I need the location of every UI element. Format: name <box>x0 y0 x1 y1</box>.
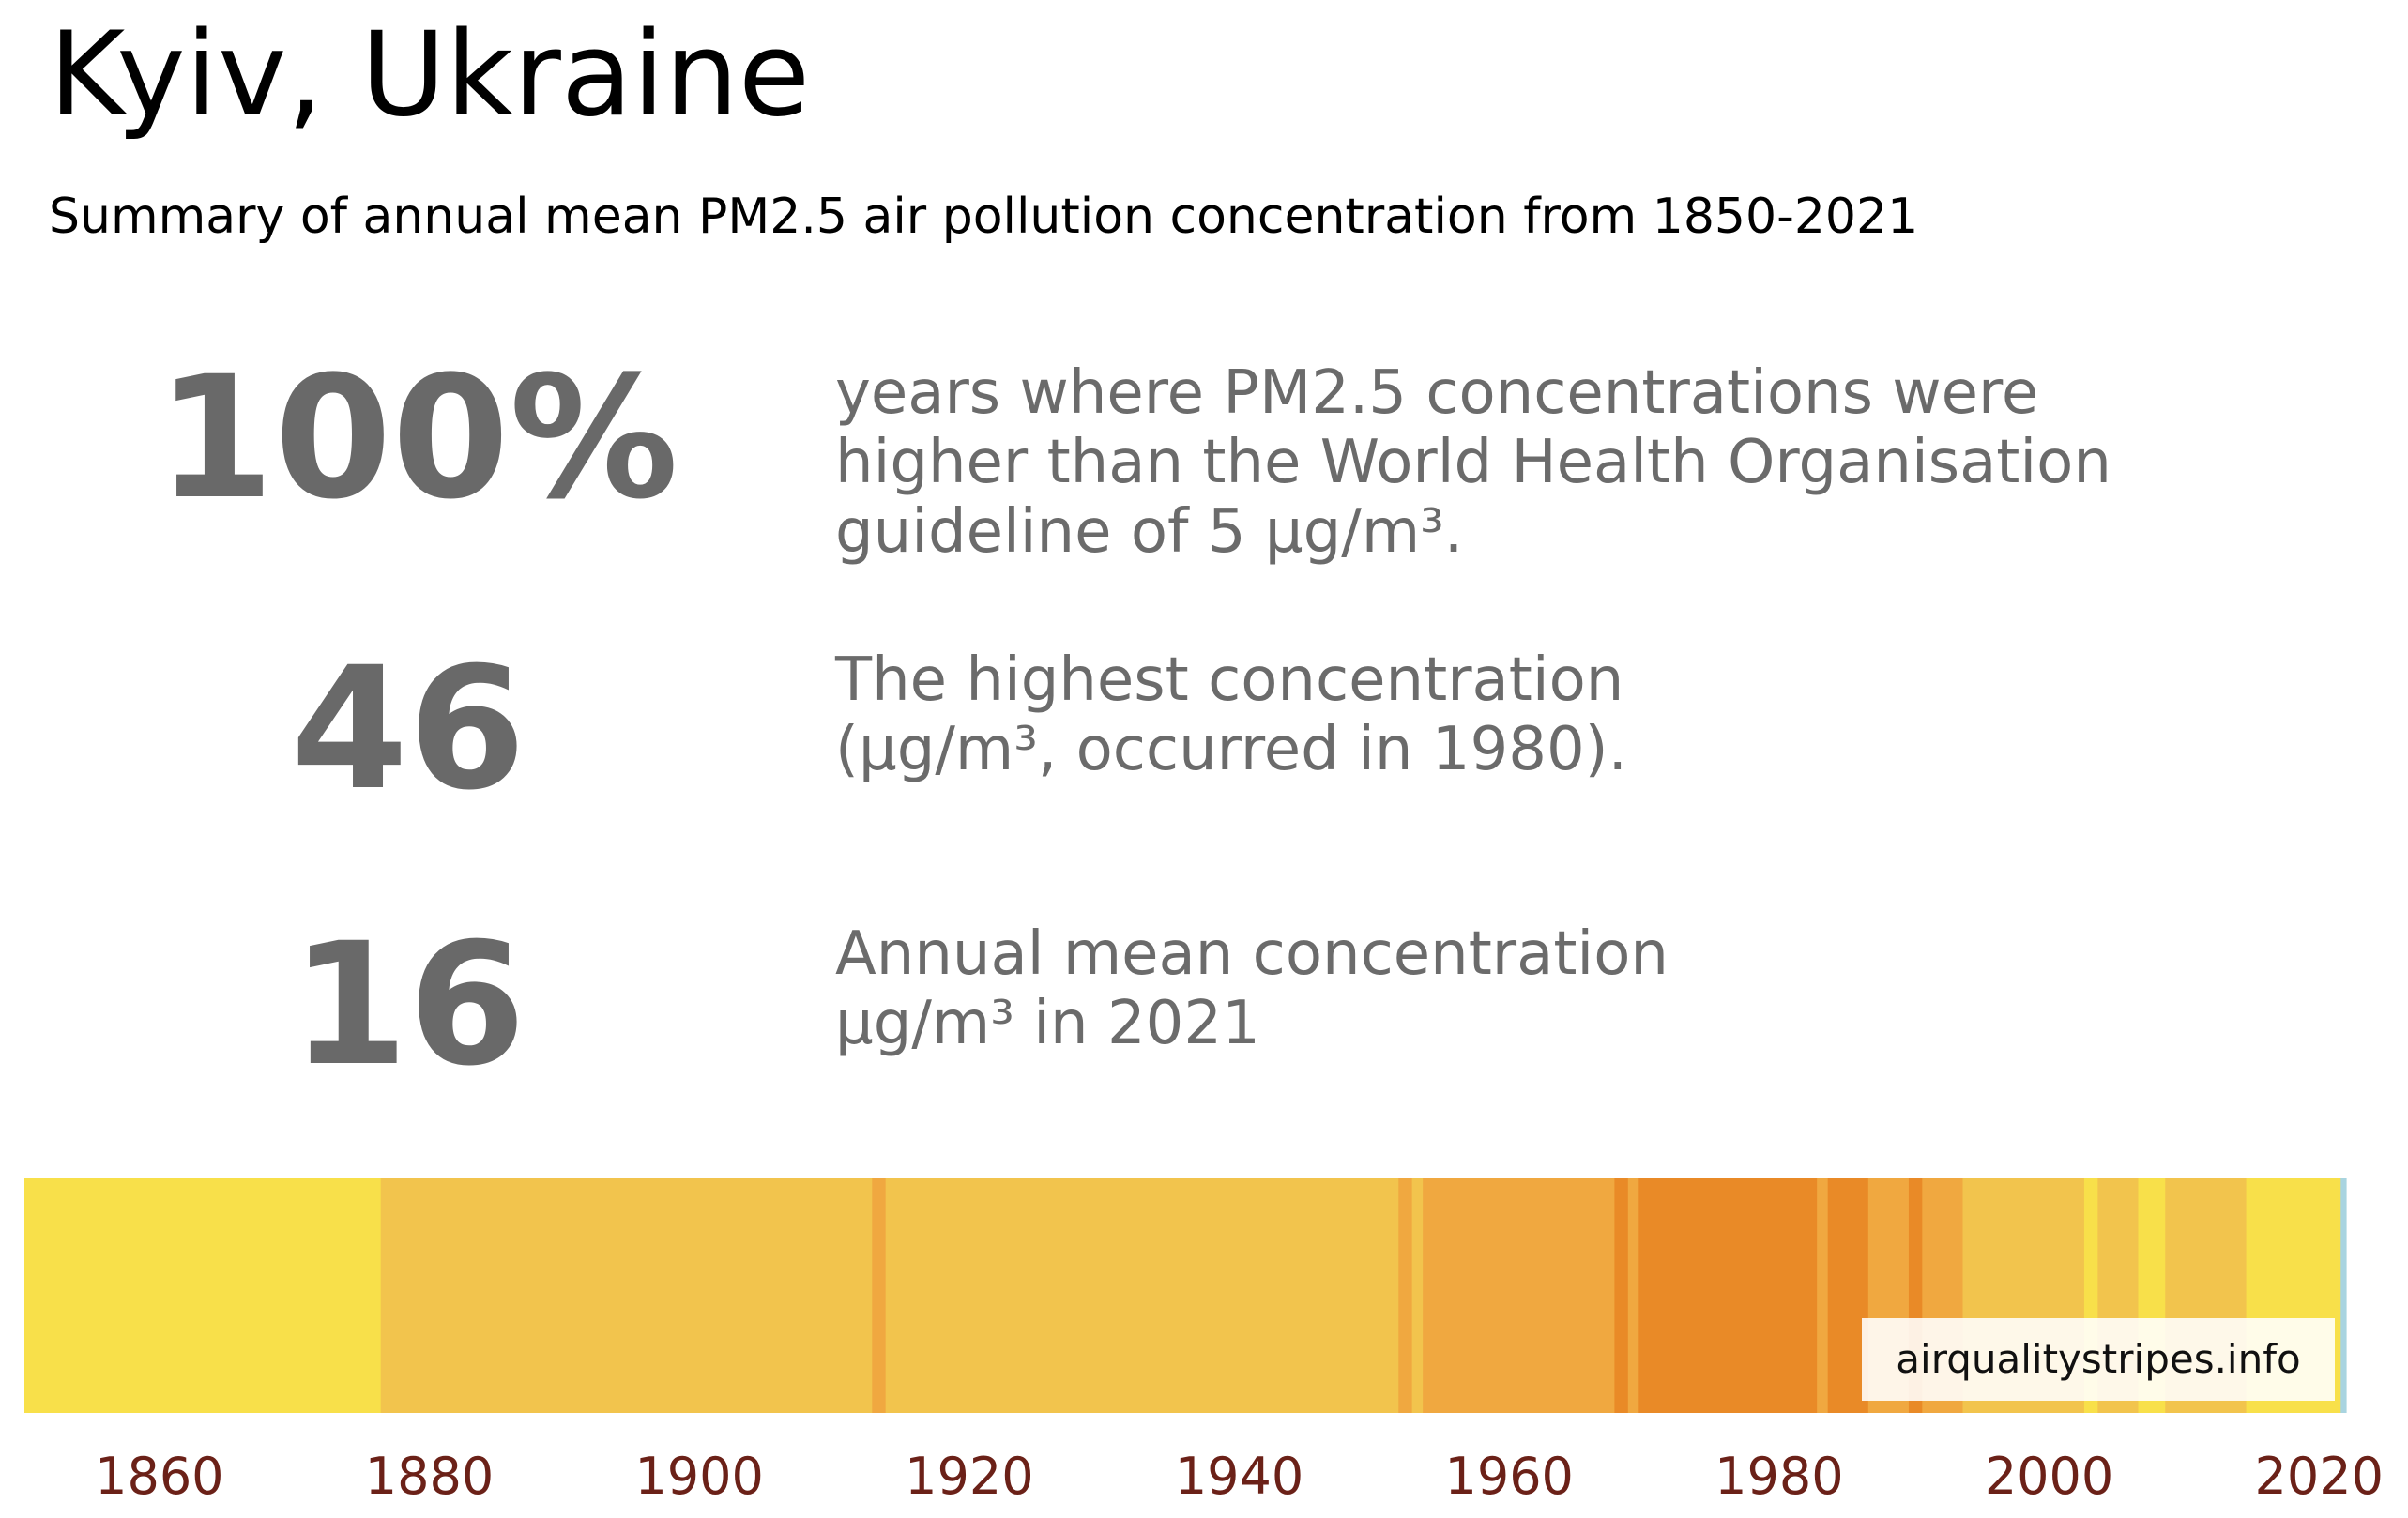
stripe-segment-4 <box>1398 1178 1413 1413</box>
x-tick-label-1920: 1920 <box>905 1447 1033 1506</box>
stat-latest-description: Annual mean concentration µg/m³ in 2021 <box>835 919 2299 1058</box>
watermark-label: airqualitystripes.info <box>1862 1318 2335 1401</box>
x-tick-label-2020: 2020 <box>2255 1447 2384 1506</box>
stat-highest-desc-line-1: The highest concentration <box>835 645 1624 715</box>
stat-percent-value: 100% <box>156 341 679 537</box>
x-tick-label-1940: 1940 <box>1175 1447 1303 1506</box>
x-tick-label-1960: 1960 <box>1444 1447 1573 1506</box>
page-title: Kyiv, Ukraine <box>49 8 811 143</box>
stripe-segment-1 <box>380 1178 873 1413</box>
x-tick-label-1880: 1880 <box>365 1447 494 1506</box>
stat-percent-description: years where PM2.5 concentrations were hi… <box>835 358 2299 567</box>
stripe-segment-6 <box>1423 1178 1616 1413</box>
x-tick-label-1860: 1860 <box>95 1447 223 1506</box>
stripe-segment-9 <box>1638 1178 1818 1413</box>
x-tick-label-2000: 2000 <box>1985 1447 2113 1506</box>
stat-latest-desc-line-2: µg/m³ in 2021 <box>835 989 1260 1058</box>
stripe-segment-2 <box>872 1178 887 1413</box>
stripe-segment-21 <box>2340 1178 2347 1413</box>
x-tick-label-1980: 1980 <box>1715 1447 1843 1506</box>
stat-percent-desc-line-2: higher than the World Health Organisatio… <box>835 428 2111 497</box>
x-tick-label-1900: 1900 <box>634 1447 763 1506</box>
stripe-segment-8 <box>1627 1178 1639 1413</box>
stat-latest-value: 16 <box>290 907 526 1103</box>
stat-highest-value: 46 <box>290 631 526 827</box>
stat-latest-desc-line-1: Annual mean concentration <box>835 919 1669 989</box>
stripe-segment-3 <box>885 1178 1399 1413</box>
page-subtitle: Summary of annual mean PM2.5 air polluti… <box>49 189 1919 245</box>
stripe-segment-7 <box>1614 1178 1629 1413</box>
stat-percent-desc-line-3: guideline of 5 µg/m³. <box>835 497 1464 567</box>
stat-highest-description: The highest concentration (µg/m³, occurr… <box>835 645 2299 784</box>
stripe-segment-10 <box>1817 1178 1829 1413</box>
stripe-segment-5 <box>1411 1178 1424 1413</box>
stat-highest-desc-line-2: (µg/m³, occurred in 1980). <box>835 715 1627 784</box>
stat-percent-desc-line-1: years where PM2.5 concentrations were <box>835 358 2039 428</box>
stripe-segment-0 <box>24 1178 382 1413</box>
